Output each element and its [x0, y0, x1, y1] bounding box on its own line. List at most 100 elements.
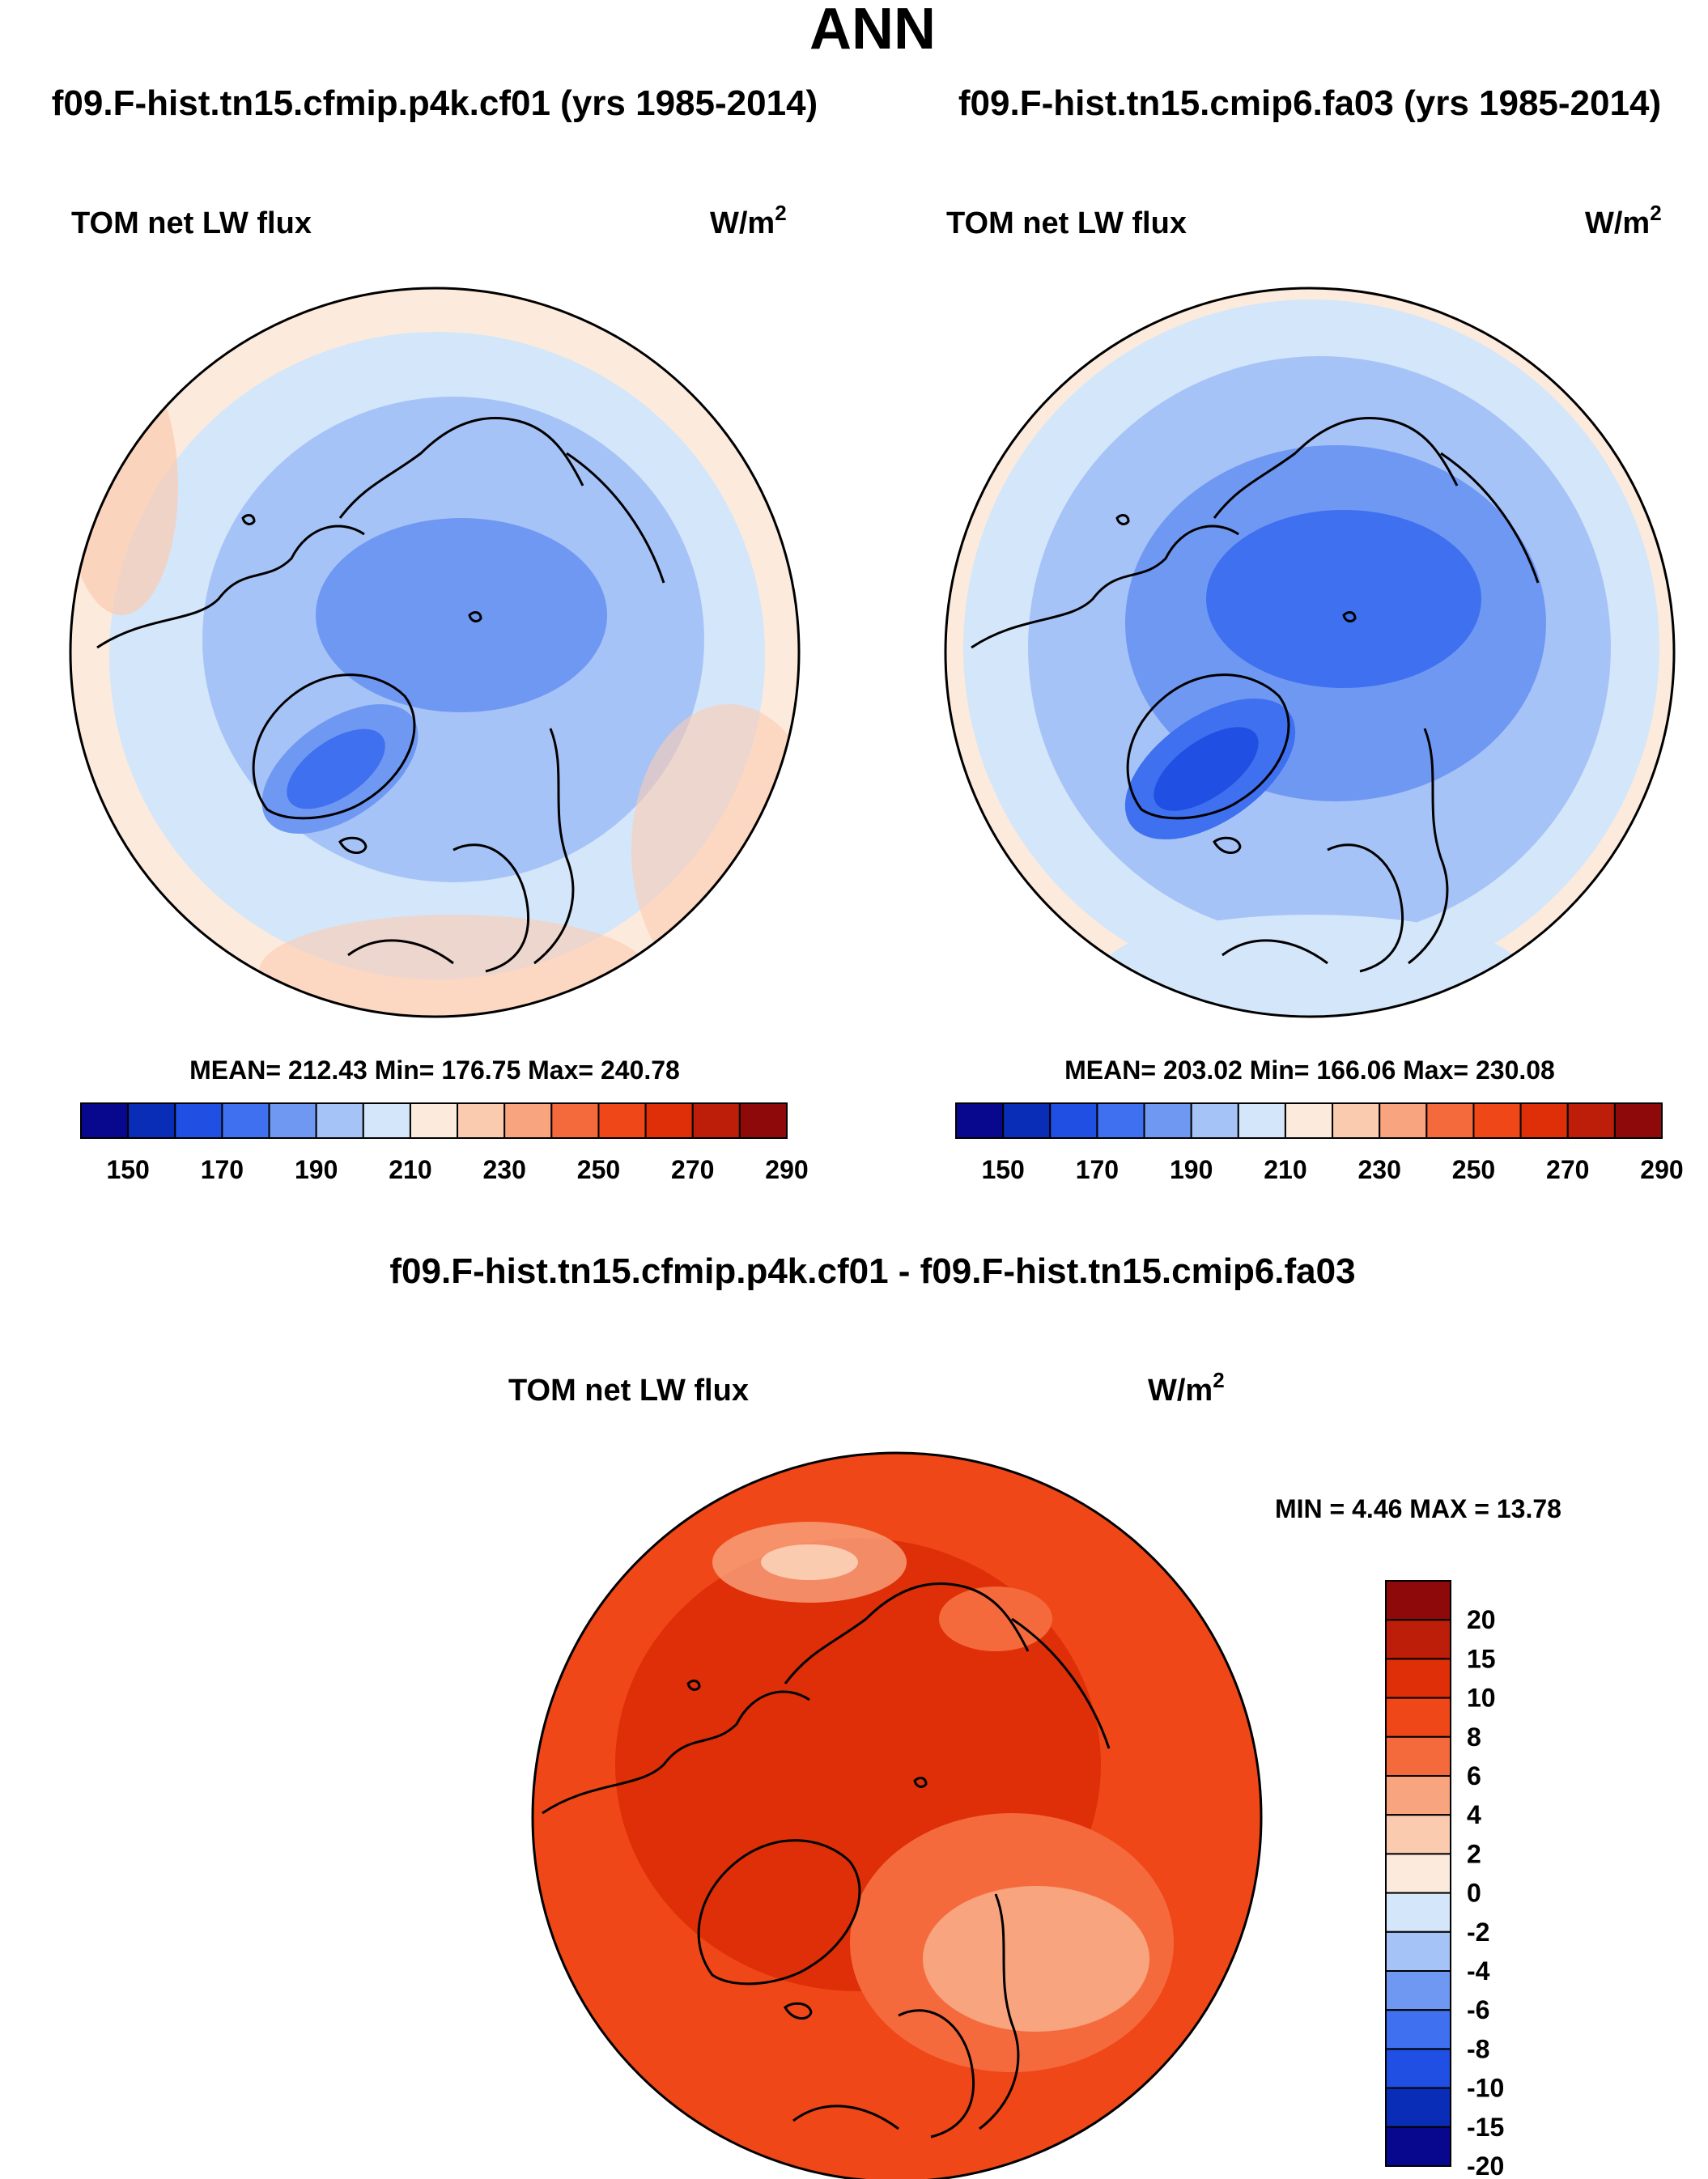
- panel-a-colorbar-tick-label: 150: [106, 1155, 149, 1184]
- coastline-greenland: [1126, 673, 1290, 820]
- diff-panel-colorbar-tick-label: 4: [1467, 1800, 1481, 1829]
- diff-panel-variable-label: TOM net LW flux: [508, 1374, 749, 1408]
- diff-panel-title: f09.F-hist.tn15.cfmip.p4k.cf01 - f09.F-h…: [389, 1251, 1355, 1291]
- panel-b-stats: MEAN= 203.02 Min= 166.06 Max= 230.08: [1064, 1056, 1555, 1085]
- panel-a-colorbar-box: [127, 1102, 176, 1139]
- panel-a-colorbar-tick-label: 190: [295, 1155, 338, 1184]
- panel-a-colorbar-box: [644, 1102, 694, 1139]
- diff-panel-colorbar-box: [1385, 1580, 1451, 1621]
- panel-b-colorbar-box: [1472, 1102, 1522, 1139]
- panel-a-colorbar-box: [457, 1102, 506, 1139]
- panel-a-colorbar-box: [221, 1102, 270, 1139]
- panel-a-colorbar: 150 170 190 210 230 250 270 290: [80, 1102, 809, 1184]
- map-warm-patch: [70, 356, 178, 615]
- diff-panel-colorbar-box: [1385, 1970, 1451, 2011]
- diff-panel-colorbar-box: [1385, 2126, 1451, 2168]
- diff-panel-map: [533, 1453, 1261, 2179]
- diff-panel-colorbar-box: [1385, 2009, 1451, 2050]
- panel-b-colorbar-box: [955, 1102, 1005, 1139]
- diff-panel-colorbar-tick-label: 20: [1467, 1605, 1496, 1634]
- coastline-islands: [241, 514, 482, 854]
- panel-a-colorbar-box: [738, 1102, 788, 1139]
- panel-a-colorbar-tick-label: 290: [765, 1155, 808, 1184]
- panel-a-title: f09.F-hist.tn15.cfmip.p4k.cf01 (yrs 1985…: [52, 83, 818, 123]
- panel-a-colorbar-box: [597, 1102, 647, 1139]
- panel-a-colorbar-tick-label: 230: [483, 1155, 526, 1184]
- panel-b-colorbar-box: [1049, 1102, 1098, 1139]
- coastlines: [971, 416, 1540, 973]
- diff-panel-colorbar-tick-label: -10: [1467, 2074, 1504, 2103]
- main-title: ANN: [809, 0, 936, 62]
- diff-panel-colorbar-box: [1385, 1735, 1451, 1778]
- panel-b-colorbar-box: [1143, 1102, 1192, 1139]
- panel-a-units: W/m2: [710, 201, 787, 240]
- diff-panel-colorbar-tick-label: 8: [1467, 1722, 1481, 1752]
- map-fill-arctic: [316, 518, 607, 712]
- map-fill-weaker: [761, 1544, 858, 1580]
- map-greenland-inner: [287, 728, 385, 809]
- panel-a-stats: MEAN= 212.43 Min= 176.75 Max= 240.78: [189, 1056, 680, 1085]
- panel-a-colorbar-box: [550, 1102, 600, 1139]
- map-fill-core: [1206, 510, 1481, 688]
- map-warm-patch: [259, 915, 648, 1017]
- diff-panel-colorbar-box: [1385, 1931, 1451, 1973]
- diff-panel-colorbar-box: [1385, 1658, 1451, 1699]
- panel-b-colorbar-box: [1519, 1102, 1569, 1139]
- panel-b-colorbar-box: [1379, 1102, 1428, 1139]
- panel-b-colorbar-box: [1425, 1102, 1475, 1139]
- map-fill-light: [1101, 915, 1522, 1017]
- diff-panel-colorbar-tick-label: -8: [1467, 2034, 1489, 2063]
- diff-panel-units: W/m2: [1148, 1368, 1225, 1408]
- panel-b-colorbar-tick-label: 290: [1640, 1155, 1683, 1184]
- panel-b-title: f09.F-hist.tn15.cmip6.fa03 (yrs 1985-201…: [958, 83, 1661, 123]
- diff-panel-colorbar-tick-label: 10: [1467, 1684, 1496, 1713]
- panel-b-colorbar-box: [1237, 1102, 1286, 1139]
- panel-a-colorbar-tick-label: 270: [671, 1155, 714, 1184]
- panel-a-colorbar-tick-label: 170: [201, 1155, 244, 1184]
- panel-b-colorbar-tick-label: 210: [1264, 1155, 1306, 1184]
- coastline-greenland: [252, 673, 416, 820]
- coastline-islands: [1115, 514, 1357, 854]
- panel-a-colorbar-box: [409, 1102, 459, 1139]
- panel-a-colorbar-box: [503, 1102, 553, 1139]
- panel-a-colorbar-box: [174, 1102, 223, 1139]
- diff-panel-colorbar-tick-label: -6: [1467, 1995, 1489, 2024]
- diff-panel-map-border: [531, 1451, 1263, 2179]
- panel-a-map: [70, 288, 799, 1017]
- panel-b-colorbar-box: [1332, 1102, 1381, 1139]
- coastlines: [542, 1582, 1111, 2139]
- panel-b-colorbar-box: [1284, 1102, 1334, 1139]
- panel-b-colorbar-tick-label: 270: [1546, 1155, 1589, 1184]
- panel-a-colorbar-box: [315, 1102, 364, 1139]
- diff-panel-colorbar-box: [1385, 2087, 1451, 2128]
- panel-b-variable-label: TOM net LW flux: [946, 206, 1187, 240]
- map-greenland-inner: [1154, 727, 1259, 811]
- panel-b-colorbar-tick-label: 250: [1452, 1155, 1495, 1184]
- panel-b-map-border: [944, 287, 1676, 1018]
- panel-b-colorbar: 150 170 190 210 230 250 270 290: [955, 1102, 1684, 1184]
- panel-b-colorbar-box: [1613, 1102, 1663, 1139]
- coastline-greenland: [697, 1839, 861, 1986]
- diff-panel-colorbar-box: [1385, 1775, 1451, 1816]
- diff-panel-colorbar-box: [1385, 1814, 1451, 1855]
- diff-panel-colorbar-tick-label: 6: [1467, 1761, 1481, 1790]
- diff-panel-colorbar-box: [1385, 1619, 1451, 1660]
- panel-a-variable-label: TOM net LW flux: [71, 206, 312, 240]
- diff-panel-colorbar-tick-label: 2: [1467, 1839, 1481, 1868]
- panel-a-colorbar-box: [362, 1102, 411, 1139]
- diff-panel-stats: MIN = 4.46 MAX = 13.78: [1275, 1494, 1561, 1523]
- coastline-islands: [686, 1680, 928, 2020]
- map-fill-moderate: [939, 1586, 1052, 1651]
- diff-panel-colorbar-tick-label: 15: [1467, 1644, 1496, 1673]
- panel-b-colorbar-box: [1096, 1102, 1145, 1139]
- map-fill-weak: [923, 1886, 1149, 2032]
- diff-panel-colorbar-box: [1385, 1853, 1451, 1894]
- panel-b-colorbar-box: [1566, 1102, 1616, 1139]
- diff-panel-colorbar-tick-label: -20: [1467, 2151, 1504, 2179]
- diff-panel-colorbar-tick-label: -2: [1467, 1918, 1489, 1947]
- panel-a-map-border: [69, 287, 801, 1018]
- diff-panel-colorbar-tick-label: 0: [1467, 1879, 1481, 1908]
- panel-a-colorbar-box: [80, 1102, 130, 1139]
